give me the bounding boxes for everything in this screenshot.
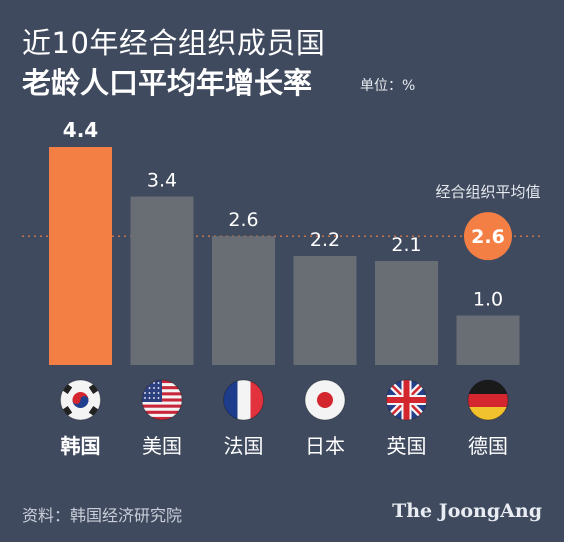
bar [375, 260, 438, 365]
average-label: 经合组织平均值 [435, 183, 540, 201]
publisher-logo: The JoongAng [392, 500, 542, 522]
bar [130, 196, 194, 365]
france-flag-icon [223, 379, 264, 421]
bar [456, 315, 520, 365]
category-label: 德国 [468, 434, 508, 458]
bar-value-label: 3.4 [147, 170, 177, 192]
bar-value-label: 1.0 [473, 288, 503, 310]
bar-chart: 4.4 韩国 3.4 美国 2.6 法国 2.2 日本 2.1 英国 1.0 德国 2.6 经合组织平均值 [22, 118, 542, 458]
category-label: 法国 [224, 434, 264, 458]
chart-title-line2: 老龄人口平均年增长率 [22, 66, 313, 100]
bar-value-label: 2.2 [310, 229, 340, 251]
bar-value-label: 4.4 [63, 118, 98, 142]
bar [49, 147, 112, 365]
bar-value-label: 2.1 [391, 234, 421, 256]
category-label: 英国 [387, 434, 427, 458]
category-label: 韩国 [61, 434, 101, 458]
japan-flag-icon [304, 379, 346, 421]
category-label: 日本 [305, 434, 345, 458]
bar [293, 256, 357, 365]
usa-flag-icon [141, 379, 183, 421]
korea-flag-icon [60, 379, 101, 421]
germany-flag-icon [467, 379, 509, 421]
uk-flag-icon [386, 379, 427, 421]
chart-title-line1: 近10年经合组织成员国 [22, 26, 326, 60]
bar-value-label: 2.6 [228, 209, 258, 231]
average-badge [464, 212, 512, 261]
bar [212, 236, 275, 365]
average-value-label: 2.6 [471, 226, 505, 248]
unit-label: 单位：% [360, 78, 416, 94]
category-label: 美国 [142, 434, 182, 458]
source-note: 资料：韩国经济研究院 [22, 506, 183, 525]
